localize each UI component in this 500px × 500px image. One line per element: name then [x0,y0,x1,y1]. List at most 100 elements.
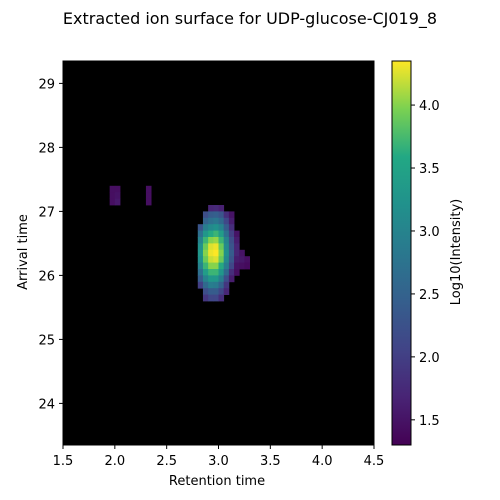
heatmap-cell [228,243,235,251]
heatmap-cell [213,288,219,295]
heatmap-cell [145,185,152,193]
heatmap-cell [228,211,235,219]
colorbar-tick-label: 2.5 [419,288,440,303]
heatmap-cell [208,256,214,263]
heatmap-cell [213,237,219,244]
heatmap-cell [228,256,235,263]
heatmap-cells [109,185,250,302]
heatmap-cell [202,269,209,276]
colorbar-tick-label: 1.5 [419,414,440,429]
y-tick-label: 27 [38,205,55,220]
heatmap-cell [223,275,230,283]
heatmap-cell [223,281,230,289]
heatmap-cell [244,262,250,270]
colorbar: 1.5 2.0 2.5 3.0 3.5 4.0 [391,60,440,446]
heatmap-cell [213,205,219,212]
y-tick-label: 28 [38,141,55,156]
heatmap-cell [109,185,116,193]
colorbar-tick-label: 3.0 [419,225,440,240]
heatmap-cell [202,262,209,270]
heatmap-cell [218,288,225,295]
heatmap-cell [223,262,230,270]
heatmap-cell [223,230,230,238]
x-tick-label: 3.5 [260,454,281,469]
heatmap-cell [218,205,225,212]
heatmap-cell [234,237,240,244]
heatmap-cell [114,198,121,206]
heatmap-cell [202,211,209,219]
heatmap-cell [202,275,209,283]
heatmap-cell [202,224,209,231]
heatmap-cell [218,211,225,219]
heatmap-cell [208,288,214,295]
heatmap-cell [223,237,230,244]
heatmap-cell [218,281,225,289]
heatmap-cell [208,249,214,257]
heatmap-cell [145,198,152,206]
y-tick-label: 25 [38,333,55,348]
heatmap-cell [202,294,209,302]
x-tick-label: 2.0 [104,454,125,469]
heatmap-cell [213,262,219,270]
heatmap-cell [234,230,240,238]
heatmap-cell [213,217,219,225]
heatmap-cell [239,249,245,257]
x-tick-label: 3.0 [208,454,229,469]
y-tick-label: 24 [38,397,55,412]
heatmap-cell [197,275,204,283]
heatmap-cell [218,237,225,244]
heatmap-cell [202,281,209,289]
y-tick-label: 29 [38,77,55,92]
heatmap-cell [208,269,214,276]
heatmap-cell [202,217,209,225]
heatmap-cell [202,249,209,257]
heatmap-cell [197,224,204,231]
colorbar-tick-label: 2.0 [419,351,440,366]
heatmap-cell [202,230,209,238]
heatmap-cell [223,288,230,295]
heatmap-cell [228,275,235,283]
heatmap-cell [197,230,204,238]
heatmap-cell [208,243,214,251]
heatmap-cell [218,256,225,263]
heatmap-cell [208,230,214,238]
chart-title: Extracted ion surface for UDP-glucose-CJ… [63,9,437,29]
colorbar-ticks: 1.5 2.0 2.5 3.0 3.5 4.0 [411,99,440,429]
x-axis-label: Retention time [169,474,265,489]
heatmap-cell [218,243,225,251]
heatmap-cell [234,243,240,251]
heatmap-cell [218,224,225,231]
heatmap-cell [109,192,116,199]
heatmap-cell [114,185,121,193]
heatmap-cell [202,256,209,263]
heatmap-cell [213,243,219,251]
heatmap-cell [228,249,235,257]
heatmap-cell [197,243,204,251]
heatmap-cell [228,217,235,225]
heatmap-cell [197,262,204,270]
heatmap-cell [239,256,245,263]
heatmap-cell [208,205,214,212]
heatmap-cell [208,294,214,302]
heatmap-cell [218,269,225,276]
heatmap-cell [218,230,225,238]
heatmap-cell [208,224,214,231]
heatmap-cell [109,198,116,206]
colorbar-gradient [391,60,412,446]
heatmap-cell [234,262,240,270]
heatmap-cell [197,249,204,257]
heatmap-cell [213,294,219,302]
heatmap-cell [213,224,219,231]
heatmap-cell [197,281,204,289]
heatmap-cell [197,256,204,263]
heatmap-cell [213,256,219,263]
heatmap-cell [234,249,240,257]
heatmap-cell [223,243,230,251]
plot-area [62,60,375,446]
colorbar-tick-label: 4.0 [419,99,440,114]
x-tick-label: 4.0 [312,454,333,469]
heatmap-cell [228,224,235,231]
heatmap-cell [202,237,209,244]
heatmap-cell [145,192,152,199]
